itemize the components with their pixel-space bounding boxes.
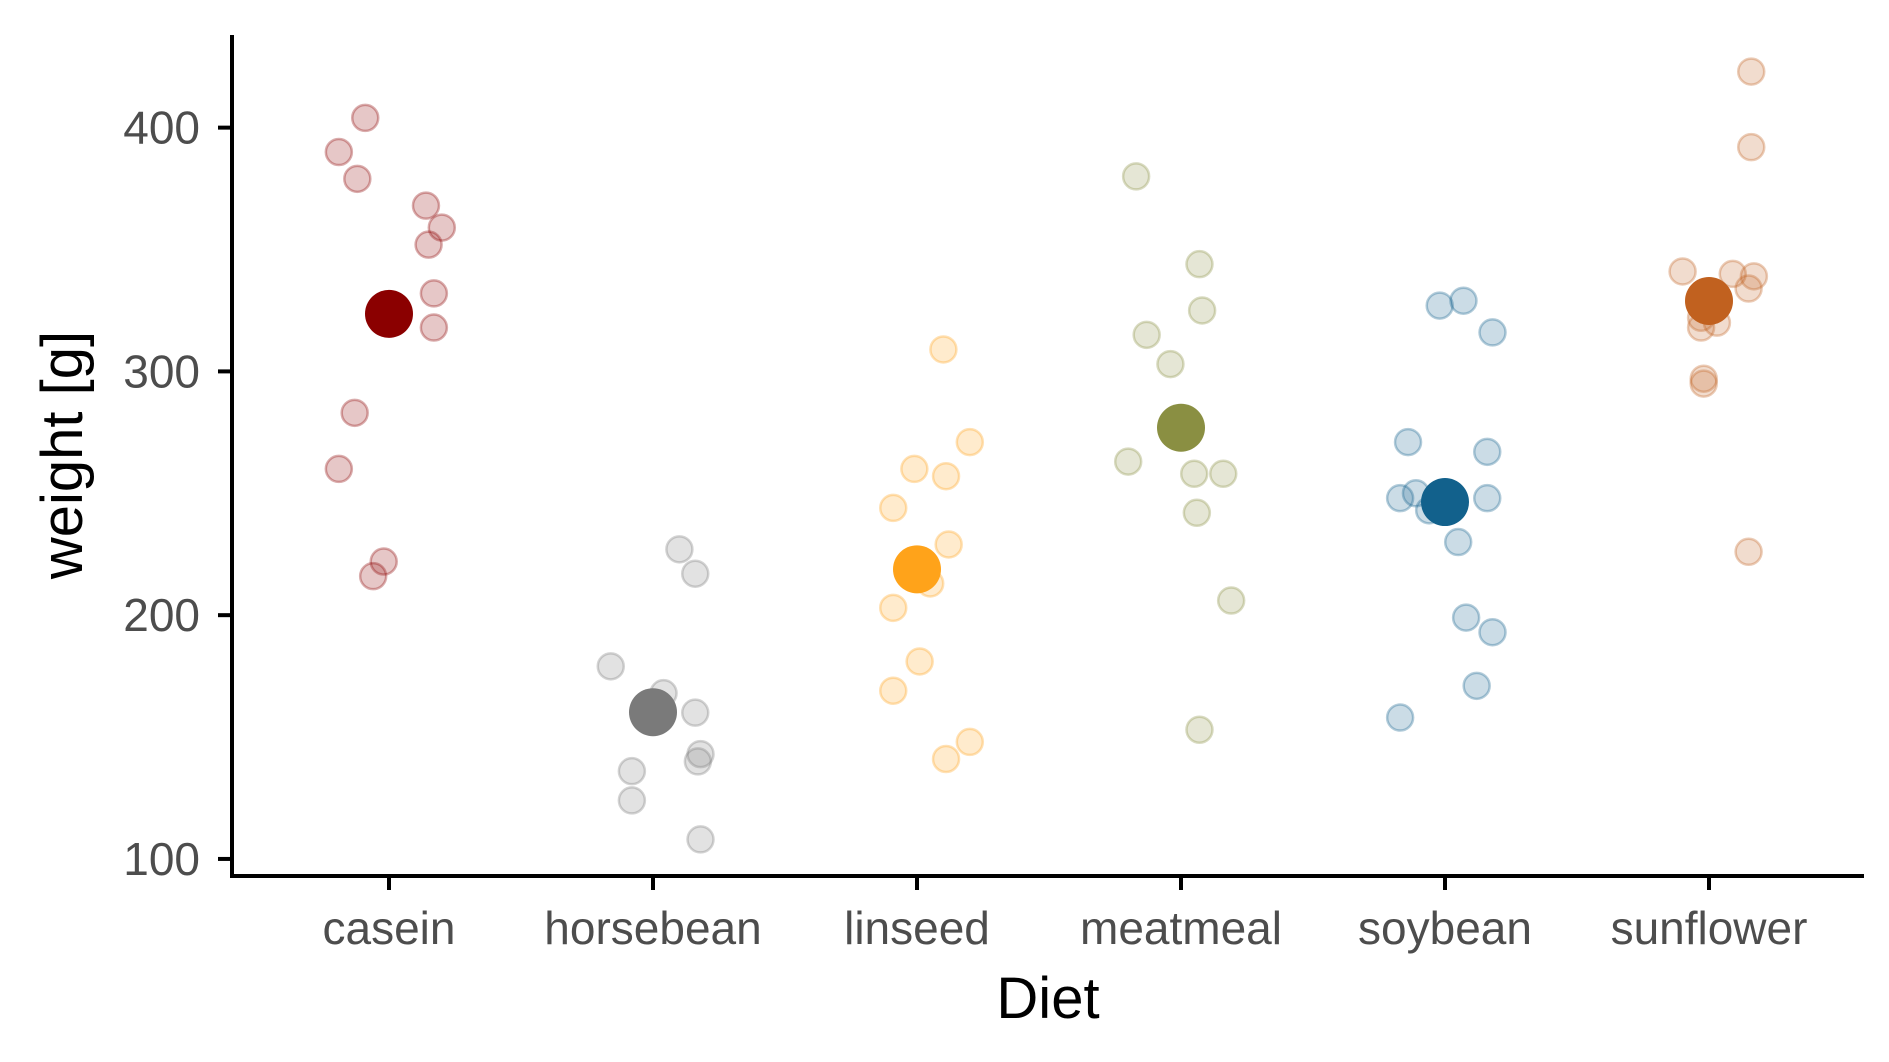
data-point-sunflower xyxy=(1739,262,1769,291)
data-point-meatmeal xyxy=(1182,498,1212,528)
data-point-casein xyxy=(324,454,354,484)
data-point-sunflower xyxy=(1734,274,1763,303)
data-point-linseed xyxy=(955,727,985,757)
data-point-linseed xyxy=(905,647,934,676)
data-point-sunflower xyxy=(1689,364,1718,393)
data-point-linseed xyxy=(878,593,908,623)
data-point-casein xyxy=(324,137,354,167)
data-point-casein xyxy=(343,164,372,194)
data-point-sunflower xyxy=(1736,132,1766,162)
data-point-linseed xyxy=(878,493,908,523)
x-tick-label-casein: casein xyxy=(323,902,456,954)
data-point-soybean xyxy=(1449,286,1478,315)
x-tick-label-horsebean: horsebean xyxy=(544,902,761,954)
data-point-casein xyxy=(419,279,449,308)
mean-point-horsebean xyxy=(629,688,677,737)
data-point-horsebean xyxy=(665,535,694,564)
data-point-horsebean xyxy=(596,652,626,681)
y-tick-label: 100 xyxy=(123,833,200,885)
x-axis-title: Diet xyxy=(996,966,1099,1031)
data-point-soybean xyxy=(1451,603,1481,632)
y-tick-label: 400 xyxy=(123,102,200,154)
data-point-meatmeal xyxy=(1132,320,1161,350)
mean-point-casein xyxy=(365,289,413,338)
data-point-soybean xyxy=(1478,617,1507,647)
data-point-soybean xyxy=(1472,437,1502,467)
data-point-linseed xyxy=(931,744,961,774)
data-point-meatmeal xyxy=(1187,296,1217,325)
data-point-horsebean xyxy=(683,747,713,776)
x-tick-label-soybean: soybean xyxy=(1358,902,1532,954)
data-point-casein xyxy=(411,191,441,220)
data-point-casein xyxy=(369,547,398,576)
data-point-linseed xyxy=(955,427,985,457)
y-axis-title: weight [g] xyxy=(30,331,95,580)
data-point-sunflower xyxy=(1689,369,1718,398)
data-point-horsebean xyxy=(686,739,715,769)
x-tick-label-meatmeal: meatmeal xyxy=(1080,902,1282,954)
data-point-casein xyxy=(350,103,380,133)
data-point-soybean xyxy=(1472,483,1502,513)
data-point-meatmeal xyxy=(1185,715,1214,744)
data-point-sunflower xyxy=(1734,537,1763,567)
data-point-horsebean xyxy=(617,756,647,786)
x-ticks: casein horsebean linseed meatmeal soybean sun… xyxy=(323,876,1808,954)
data-point-casein xyxy=(414,230,443,259)
data-point-soybean xyxy=(1385,703,1415,732)
data-point-horsebean xyxy=(686,825,715,854)
y-tick-label: 200 xyxy=(123,589,200,641)
data-point-linseed xyxy=(929,335,958,364)
data-point-casein xyxy=(419,313,449,342)
data-point-meatmeal xyxy=(1179,459,1209,489)
x-tick-label-linseed: linseed xyxy=(844,902,990,954)
data-point-meatmeal xyxy=(1185,249,1214,279)
data-point-sunflower xyxy=(1736,57,1766,86)
data-point-horsebean xyxy=(680,559,710,588)
data-point-soybean xyxy=(1425,291,1454,320)
y-ticks: 100 200 300 400 xyxy=(123,102,232,885)
data-point-meatmeal xyxy=(1208,459,1238,489)
data-point-sunflower xyxy=(1668,257,1697,286)
x-tick-label-sunflower: sunflower xyxy=(1611,902,1808,954)
mean-point-sunflower xyxy=(1685,276,1733,325)
mean-point-soybean xyxy=(1421,478,1469,527)
mean-point-linseed xyxy=(893,545,941,594)
data-point-sunflower xyxy=(1718,259,1748,289)
data-point-linseed xyxy=(934,530,963,559)
data-point-linseed xyxy=(878,676,908,705)
data-point-meatmeal xyxy=(1121,162,1151,191)
data-point-meatmeal xyxy=(1113,447,1143,476)
data-point-horsebean xyxy=(617,786,647,815)
data-point-soybean xyxy=(1443,527,1473,557)
data-point-soybean xyxy=(1478,318,1507,347)
y-tick-label: 300 xyxy=(123,345,200,397)
data-point-casein xyxy=(358,561,388,591)
data-point-linseed xyxy=(900,454,929,484)
data-point-casein xyxy=(427,213,457,242)
data-point-casein xyxy=(340,398,369,428)
data-point-soybean xyxy=(1462,671,1491,701)
data-point-meatmeal xyxy=(1156,349,1185,379)
means-layer xyxy=(365,276,1733,737)
points-layer xyxy=(324,57,1769,854)
mean-point-meatmeal xyxy=(1157,403,1205,452)
data-point-soybean xyxy=(1393,427,1423,457)
data-point-linseed xyxy=(931,461,961,491)
data-point-meatmeal xyxy=(1216,586,1246,615)
data-point-horsebean xyxy=(680,698,710,727)
data-point-soybean xyxy=(1385,483,1415,513)
